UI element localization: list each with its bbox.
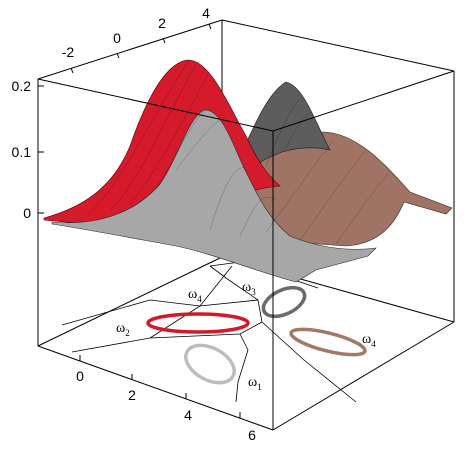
top-tick-label: -2	[62, 44, 75, 60]
region-ellipse-omega-2	[146, 312, 250, 334]
top-axis-labels: -2 0 2 4	[62, 5, 210, 60]
region-ellipse-omega-3	[261, 285, 307, 319]
region-label-omega-4-upper: ω4	[188, 287, 202, 304]
z-tick-label: 0.2	[12, 78, 32, 94]
top-tick-label: 2	[158, 15, 166, 31]
region-labels: ω4 ω3 ω2 ω4 ω1	[116, 280, 376, 392]
tick-marks	[38, 23, 241, 418]
region-label-omega-2: ω2	[116, 321, 130, 338]
region-ellipse-omega-4	[289, 327, 367, 357]
bounding-box-front	[37, 70, 455, 431]
bottom-tick-label: 4	[184, 407, 192, 423]
top-tick-label: 0	[113, 30, 121, 46]
region-label-omega-1: ω1	[248, 375, 262, 392]
bottom-tick-label: 6	[248, 427, 256, 443]
z-axis-labels: 0.2 0.1 0	[12, 78, 32, 221]
contour-plane	[61, 261, 367, 403]
region-ellipse-omega-1	[184, 343, 236, 385]
bottom-tick-label: 2	[128, 387, 136, 403]
region-label-omega-4-lower: ω4	[362, 332, 376, 349]
bottom-axis-labels: 0 2 4 6	[76, 368, 256, 443]
z-tick-label: 0	[23, 205, 31, 221]
surface-gray	[51, 109, 377, 283]
top-tick-label: 4	[202, 5, 210, 21]
bottom-tick-label: 0	[76, 368, 84, 384]
surface-mesh	[87, 61, 391, 245]
surface-dark	[231, 81, 331, 177]
region-label-omega-3: ω3	[242, 280, 256, 297]
surfaces	[43, 59, 453, 283]
z-tick-label: 0.1	[12, 144, 32, 160]
